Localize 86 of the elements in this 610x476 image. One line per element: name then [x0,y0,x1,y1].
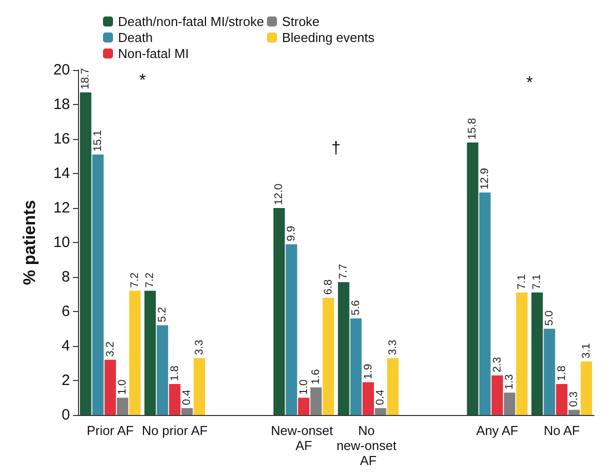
data-label: 18.7 [80,68,92,90]
bar [298,398,310,415]
bar [194,358,206,415]
bar [181,408,193,415]
data-label: 7.1 [531,274,544,290]
x-tick-label: No new-onset AF [336,423,400,468]
data-label: 7.1 [516,274,528,290]
bar [104,360,116,415]
y-tick-label: 4 [62,338,70,354]
y-tick-label: 0 [62,406,70,424]
data-label: 3.2 [104,342,116,357]
bar [387,358,399,415]
data-label: 3.3 [386,340,399,356]
bar [286,244,298,415]
data-label: 3.3 [193,340,206,356]
bar [80,92,92,415]
x-tick-label: Prior AF [86,423,134,438]
data-label: 3.1 [580,343,592,359]
data-label: 1.0 [298,379,310,395]
bar [350,318,362,415]
y-axis-title: % patients [20,200,39,286]
bar [129,290,141,415]
data-label: 7.2 [128,272,141,288]
bar [492,375,503,415]
y-tick-label: 10 [53,234,70,251]
data-label: 1.3 [504,374,516,390]
legend-label: Death/non-fatal MI/stroke [118,14,264,29]
data-label: 7.7 [338,264,350,280]
y-tick-label: 2 [62,372,70,389]
data-label: 1.8 [556,366,568,381]
y-tick-label: 12 [53,200,70,216]
legend-label: Death [118,30,153,45]
x-tick-label: No AF [544,423,580,438]
bar [169,384,180,415]
data-label: 12.0 [273,184,286,205]
y-tick-label: 18 [53,96,70,113]
data-label: 0.3 [568,392,580,407]
y-tick-label: 16 [53,130,70,148]
data-label: 5.2 [156,307,168,322]
bar [504,392,516,415]
data-label: 1.6 [310,369,322,384]
bar [580,362,592,415]
data-label: 5.6 [350,300,362,316]
y-tick-label: 8 [62,268,70,286]
legend-label: Stroke [282,14,320,29]
annotation: * [139,70,146,90]
data-label: 2.3 [491,357,504,372]
bar [362,382,374,415]
bar [338,282,350,415]
x-tick-label: New-onset AF [270,423,337,453]
bar [556,384,568,415]
y-tick-label: 14 [53,165,70,182]
bar [156,325,168,415]
bar [310,387,322,415]
data-label: 7.2 [144,272,156,288]
data-label: 15.1 [92,130,104,152]
bar [479,192,491,415]
bar [516,292,528,415]
x-tick-label: Any AF [476,423,518,438]
bar [273,208,285,415]
legend-label: Bleeding events [282,30,375,45]
bar [144,290,156,415]
y-tick-label: 20 [53,62,70,78]
bar [92,154,104,415]
annotation: † [331,138,341,158]
data-label: 0.4 [181,390,194,406]
data-label: 5.0 [543,310,556,326]
data-label: 0.4 [374,390,387,406]
data-label: 6.8 [322,279,334,295]
data-label: 1.9 [362,364,374,380]
y-tick-label: 6 [62,303,70,320]
data-label: 15.8 [466,118,479,140]
data-label: 1.8 [168,366,181,381]
bar [322,298,334,415]
bar [568,410,580,415]
bar [116,398,128,415]
x-tick-label: No prior AF [142,423,208,438]
legend-label: Non-fatal MI [118,46,189,61]
bar [544,328,556,415]
bar [531,292,543,415]
annotation: * [526,72,534,92]
bar [466,142,478,415]
data-label: 9.9 [285,226,298,242]
data-label: 12.9 [478,168,491,190]
bar [374,408,386,415]
data-label: 1.0 [116,379,129,395]
